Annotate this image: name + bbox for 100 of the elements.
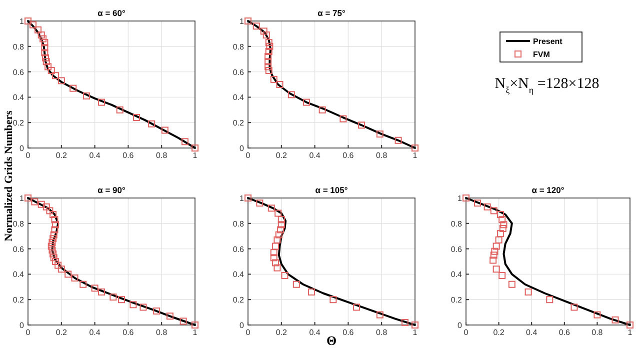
point xyxy=(52,221,60,228)
x-tick-label: 0 xyxy=(464,328,469,337)
point xyxy=(91,284,98,292)
point xyxy=(166,312,174,320)
point xyxy=(626,322,634,328)
x-tick-label: 0 xyxy=(26,328,31,337)
point xyxy=(24,194,32,202)
x-tick-label: 0.6 xyxy=(122,328,134,337)
x-tick-label: 0.8 xyxy=(156,328,168,337)
point xyxy=(266,42,274,50)
y-tick-label: 0.6 xyxy=(232,68,245,77)
point xyxy=(58,77,65,84)
point xyxy=(50,254,58,262)
point xyxy=(46,207,54,214)
point xyxy=(192,144,198,152)
y-tick-label: 0.2 xyxy=(12,296,25,305)
chart-title: α = 120° xyxy=(532,185,565,195)
point xyxy=(52,72,60,80)
point xyxy=(252,22,260,30)
x-tick-label: 0.2 xyxy=(276,328,288,337)
y-tick-label: 0.4 xyxy=(12,270,25,280)
point xyxy=(281,272,288,279)
point xyxy=(244,18,252,24)
x-tick-label: 0.8 xyxy=(156,151,168,160)
point xyxy=(288,91,295,98)
y-tick-label: 0.8 xyxy=(450,219,463,228)
y-tick-label: 0 xyxy=(20,144,25,153)
point xyxy=(264,63,272,70)
point xyxy=(116,106,124,114)
point xyxy=(330,296,337,304)
x-tick-label: 0.2 xyxy=(276,151,288,160)
y-tick-label: 0 xyxy=(458,321,463,330)
x-tick-label: 0.4 xyxy=(309,151,321,160)
point xyxy=(50,235,57,242)
point xyxy=(275,231,282,238)
y-tick-label: 0.8 xyxy=(232,219,245,228)
y-tick-label: 0.6 xyxy=(450,244,463,254)
point xyxy=(30,21,37,28)
x-tick-label: 0.6 xyxy=(342,328,354,337)
point xyxy=(491,248,498,255)
point xyxy=(31,198,38,206)
point xyxy=(495,236,502,244)
point xyxy=(262,31,270,38)
point xyxy=(394,136,402,144)
point xyxy=(265,67,272,74)
x-tick-label: 0 xyxy=(246,328,251,337)
point xyxy=(34,26,42,34)
x-tick-label: 0.2 xyxy=(493,328,505,337)
point xyxy=(308,288,315,296)
point xyxy=(524,288,532,296)
point xyxy=(244,194,252,202)
point xyxy=(498,216,506,224)
point xyxy=(270,76,278,83)
x-tick-label: 1 xyxy=(628,328,633,337)
point xyxy=(48,242,55,250)
point xyxy=(376,130,384,138)
point xyxy=(192,322,198,328)
point xyxy=(570,304,578,311)
point xyxy=(492,242,500,250)
point xyxy=(38,31,45,38)
point xyxy=(130,301,137,308)
point xyxy=(278,221,285,228)
point xyxy=(490,252,498,259)
point xyxy=(274,210,282,217)
point xyxy=(50,250,57,258)
y-tick-label: 0.6 xyxy=(12,244,25,254)
x-tick-label: 0.2 xyxy=(56,328,68,337)
point xyxy=(318,106,326,114)
point xyxy=(496,230,504,238)
point xyxy=(42,54,50,62)
point xyxy=(265,39,272,46)
point xyxy=(353,304,360,311)
legend-label: Present xyxy=(533,37,563,46)
point xyxy=(376,311,384,318)
point xyxy=(292,280,300,288)
point xyxy=(180,318,187,325)
point xyxy=(340,115,347,122)
y-tick-label: 0 xyxy=(240,321,245,330)
point xyxy=(612,316,619,324)
y-tick-label: 0.4 xyxy=(232,270,245,280)
point xyxy=(498,272,506,279)
x-tick-label: 0.8 xyxy=(376,151,388,160)
x-tick-label: 1 xyxy=(412,151,418,160)
point xyxy=(490,256,497,264)
point xyxy=(546,296,554,304)
point xyxy=(80,280,87,288)
point xyxy=(358,122,366,129)
y-tick-label: 1 xyxy=(240,194,245,203)
point xyxy=(153,308,160,315)
y-tick-label: 0.6 xyxy=(12,68,25,77)
point xyxy=(272,259,280,266)
point xyxy=(508,280,516,288)
point xyxy=(118,296,126,304)
point xyxy=(42,203,50,210)
point xyxy=(71,274,78,282)
y-tick-label: 0.2 xyxy=(232,118,245,128)
y-tick-label: 1 xyxy=(458,194,463,203)
point xyxy=(110,294,117,301)
x-tick-label: 0.4 xyxy=(89,328,101,337)
point xyxy=(462,194,470,202)
